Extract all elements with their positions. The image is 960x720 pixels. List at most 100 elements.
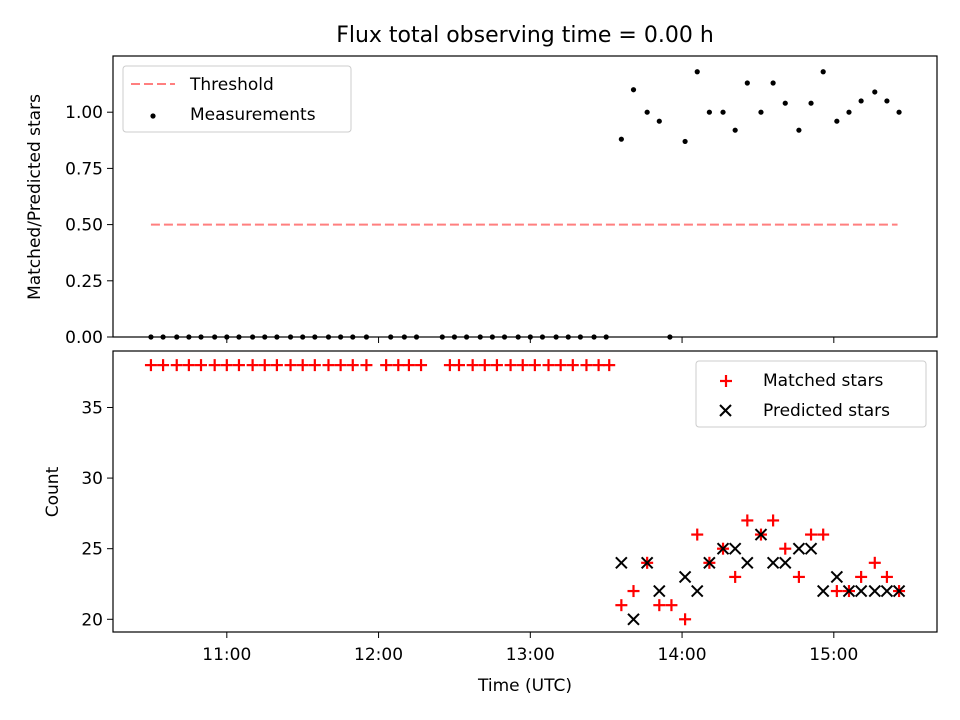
matched-star-marker <box>452 359 465 372</box>
matched-star-marker <box>627 585 640 598</box>
predicted-star-marker <box>703 556 716 570</box>
matched-star-marker <box>665 599 678 612</box>
top-y-tick-label: 0.75 <box>65 159 103 179</box>
top-x-ticks <box>226 337 835 343</box>
measurement-point <box>872 89 878 95</box>
matched-star-marker <box>195 359 208 372</box>
matched-star-marker <box>880 570 893 583</box>
bottom-panel: 20 25 30 35 11:00 12:00 13:00 14:00 15:00 Count… <box>43 350 938 696</box>
x-tick-label: 12:00 <box>354 645 403 665</box>
predicted-legend-marker <box>719 404 732 417</box>
matched-star-marker <box>478 359 491 372</box>
matched-star-marker <box>805 528 818 541</box>
measurement-point <box>732 127 738 133</box>
predicted-star-marker <box>816 584 830 598</box>
measurement-point <box>896 109 902 115</box>
matched-star-marker <box>466 359 479 372</box>
top-legend-box <box>122 65 352 133</box>
matched-star-marker <box>528 359 541 372</box>
matched-star-marker <box>615 599 628 612</box>
measurement-point <box>644 109 650 115</box>
matched-star-marker <box>308 359 321 372</box>
bottom-y-tick-label: 20 <box>81 610 103 630</box>
measurement-point <box>846 109 852 115</box>
predicted-star-marker <box>842 584 856 598</box>
top-y-tick-label: 1.00 <box>65 103 103 123</box>
measurement-point <box>758 109 764 115</box>
measurements-legend-label: Measurements <box>190 105 316 125</box>
x-axis-label: Time (UTC) <box>477 676 572 696</box>
matched-star-marker <box>258 359 271 372</box>
top-y-tick-label: 0.25 <box>65 272 103 292</box>
measurement-point <box>694 69 700 75</box>
matched-star-marker <box>817 528 830 541</box>
predicted-star-marker <box>830 570 844 584</box>
measurement-point <box>630 87 637 93</box>
bottom-legend-box <box>695 360 927 428</box>
measurement-point <box>858 98 864 104</box>
matched-star-marker <box>554 359 567 372</box>
matched-star-marker <box>270 359 283 372</box>
matched-star-marker <box>380 359 393 372</box>
predicted-star-marker <box>880 584 894 598</box>
matched-star-marker <box>855 570 868 583</box>
measurement-point <box>782 100 788 106</box>
matched-star-marker <box>284 359 297 372</box>
matched-star-marker <box>830 585 843 598</box>
predicted-star-marker <box>691 584 704 598</box>
bottom-y-ticks: 20 25 30 35 <box>81 398 113 630</box>
predicted-star-marker <box>627 613 640 626</box>
matched-star-marker <box>208 359 221 372</box>
matched-star-marker <box>157 359 170 372</box>
matched-star-marker <box>246 359 259 372</box>
predicted-star-marker <box>754 528 768 541</box>
measurement-point <box>884 98 890 104</box>
x-tick-label: 11:00 <box>202 645 251 665</box>
predicted-star-marker <box>653 584 666 598</box>
matched-star-marker <box>360 359 373 372</box>
measurement-point <box>656 118 662 124</box>
bottom-y-tick-label: 30 <box>81 469 103 489</box>
matched-star-marker <box>346 359 359 372</box>
matched-star-marker <box>679 613 692 626</box>
predicted-star-marker <box>678 570 692 584</box>
matched-legend-marker <box>720 375 732 387</box>
top-y-tick-label: 0.50 <box>65 216 103 236</box>
threshold-legend-label: Threshold <box>189 75 274 95</box>
x-tick-label: 14:00 <box>658 645 707 665</box>
matched-star-marker <box>767 514 780 527</box>
predicted-star-marker <box>892 584 906 598</box>
measurement-point <box>706 109 712 115</box>
predicted-star-marker <box>779 556 792 570</box>
x-tick-label: 13:00 <box>506 645 555 665</box>
matched-star-marker <box>504 359 517 372</box>
predicted-star-marker <box>741 556 754 570</box>
matched-star-marker <box>402 359 415 372</box>
top-y-axis-label: Matched/Predicted stars <box>25 94 45 300</box>
matched-star-marker <box>170 359 183 372</box>
bottom-legend: Matched stars Predicted stars <box>695 360 927 428</box>
top-y-ticks: 0.00 0.25 0.50 0.75 1.00 <box>65 103 113 348</box>
predicted-star-marker <box>640 556 654 570</box>
chart-title: Flux total observing time = 0.00 h <box>336 23 714 48</box>
predicted-star-marker <box>868 584 881 598</box>
predicted-star-marker <box>792 542 806 555</box>
measurement-point <box>744 80 750 86</box>
matched-star-marker <box>144 359 157 372</box>
x-tick-label: 15:00 <box>809 645 858 665</box>
bottom-y-tick-label: 25 <box>81 540 103 560</box>
matched-star-marker <box>415 359 428 372</box>
bottom-plot-area <box>144 359 906 626</box>
matched-star-marker <box>792 570 805 583</box>
measurements-legend-marker <box>150 113 156 119</box>
matched-star-marker <box>182 359 195 372</box>
top-legend: Threshold Measurements <box>122 65 352 133</box>
bottom-y-tick-label: 35 <box>81 398 103 418</box>
predicted-star-marker <box>766 556 780 570</box>
matched-star-marker <box>232 359 245 372</box>
matched-star-marker <box>741 514 754 527</box>
matched-star-marker <box>566 359 579 372</box>
measurement-point <box>834 118 840 124</box>
predicted-star-marker <box>728 542 742 555</box>
